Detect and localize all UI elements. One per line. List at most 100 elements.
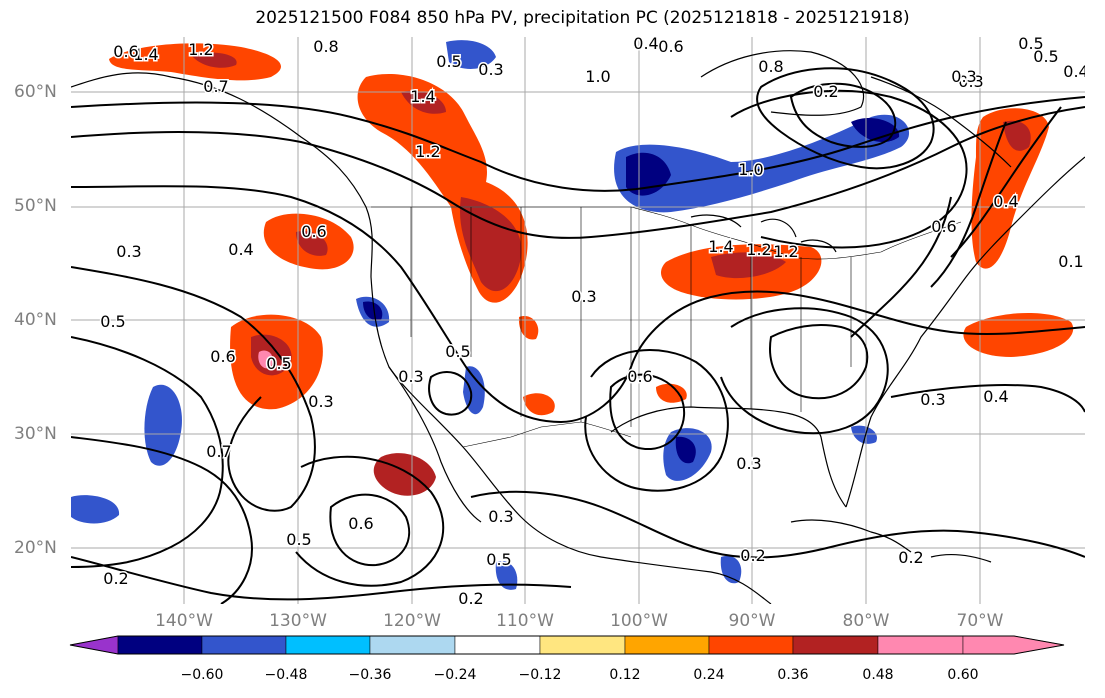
colorbar-segment-3: [285, 635, 371, 655]
contour-label: 1.0: [585, 67, 610, 86]
colorbar-segment-9: [792, 635, 879, 655]
lat-tick-label: 40°N: [14, 310, 57, 330]
contour-label: 0.2: [898, 548, 923, 567]
contour-label: 0.4: [983, 387, 1008, 406]
precip-negative-gulf-core: [675, 436, 696, 464]
precip-negative-canada-prairies: [614, 114, 910, 213]
lon-tick-label: 120°W: [383, 611, 441, 631]
contour-label: 0.4: [228, 240, 253, 259]
contour-line-14: [71, 436, 253, 604]
contour-line-6: [329, 493, 411, 567]
contour-label: 0.4: [633, 37, 658, 53]
lon-tick-label: 140°W: [155, 611, 213, 631]
precip-positive-great-lakes-core: [711, 252, 786, 279]
colorbar-segment-11: [962, 635, 1065, 655]
contour-label: 0.7: [203, 77, 228, 96]
colorbar-tick-label: −0.60: [180, 667, 224, 683]
precip-negative-west-pacific: [71, 495, 120, 524]
contour-label: 0.3: [488, 507, 513, 526]
colorbar-tick-label: −0.24: [433, 667, 477, 683]
contour-label: 0.6: [658, 37, 683, 56]
contour-label: 0.2: [458, 589, 483, 604]
contour-label: 0.5: [445, 342, 470, 361]
contour-label: 0.6: [348, 514, 373, 533]
contour-line-5: [71, 336, 224, 568]
pv-contours: [71, 67, 1085, 604]
lon-tick-label: 110°W: [496, 611, 554, 631]
mexico-us-border: [462, 421, 632, 448]
canada-us-border: [371, 206, 962, 260]
colorbar-tick-label: 0.24: [693, 667, 725, 683]
gulf-coast: [610, 406, 847, 508]
precip-positive-southwest: [523, 393, 555, 416]
state-lines: [410, 207, 852, 427]
contour-label: 1.0: [738, 160, 763, 179]
colorbar-tick-label: 0.60: [947, 667, 979, 683]
colorbar-outline: [69, 635, 1065, 655]
contour-line-11: [756, 67, 935, 170]
colorbar-segment-2: [201, 635, 287, 655]
political-boundaries: [371, 206, 962, 448]
baja-peninsula: [388, 366, 482, 523]
contour-label: 0.3: [958, 72, 983, 91]
lon-tick-label: 130°W: [269, 611, 327, 631]
precip-positive-gulf-of-alaska: [109, 43, 281, 81]
contour-label: 0.5: [1018, 37, 1043, 53]
colorbar-segment-7: [624, 635, 710, 655]
contour-line-13: [730, 89, 968, 249]
lon-tick-label: 80°W: [842, 611, 890, 631]
precip-positive-northern-rockies-core: [460, 197, 522, 292]
lon-tick-label: 90°W: [728, 611, 776, 631]
contour-line-10: [584, 349, 729, 492]
contour-label: 0.2: [740, 546, 765, 565]
contour-label: 0.3: [116, 242, 141, 261]
contour-line-7: [295, 455, 445, 587]
contour-label: 0.3: [478, 60, 503, 79]
contour-label: 0.3: [571, 287, 596, 306]
colorbar-tick-label: −0.12: [518, 667, 562, 683]
lon-tick-label: 70°W: [956, 611, 1004, 631]
hispaniola: [930, 553, 992, 563]
colorbar-segment-10: [877, 635, 964, 655]
contour-label: 0.6: [210, 347, 235, 366]
precip-negative-north-pacific: [446, 40, 496, 69]
contour-label: 0.6: [113, 42, 138, 61]
contour-line-9: [609, 373, 686, 451]
contour-label: 0.3: [398, 367, 423, 386]
colorbar-segment-4: [369, 635, 456, 655]
contour-label: 0.5: [436, 52, 461, 71]
contour-label: 0.5: [286, 530, 311, 549]
contour-line-1: [71, 96, 1085, 192]
precip-positive-gulf-of-alaska-core: [191, 52, 237, 68]
contour-label: 0.2: [103, 569, 128, 588]
precip-positive-newfoundland-core: [1003, 120, 1031, 151]
colorbar-segment-5: [454, 635, 541, 655]
colorbar: [69, 635, 1065, 655]
great-lakes: [690, 214, 837, 253]
colorbar-segment-6: [539, 635, 626, 655]
lon-tick-label: 100°W: [610, 611, 668, 631]
contour-label: 0.6: [931, 217, 956, 236]
contour-line-17: [890, 384, 1085, 413]
precip-negative-bermuda: [851, 425, 877, 444]
precip-positive-four-corners: [518, 316, 539, 340]
contour-label: 1.4: [410, 87, 435, 106]
contour-line-16: [71, 556, 572, 601]
contour-label: 0.5: [266, 354, 291, 373]
contour-label: 0.1: [1058, 252, 1083, 271]
cuba: [790, 519, 912, 553]
contour-label: 1.2: [415, 142, 440, 161]
map-title: 2025121500 F084 850 hPa PV, precipitatio…: [255, 8, 910, 28]
colorbar-segment-0: [69, 635, 119, 655]
colorbar-tick-label: 0.48: [862, 667, 894, 683]
contour-label: 0.2: [813, 82, 838, 101]
contour-label: 0.7: [206, 442, 231, 461]
precip-positive-texas: [656, 383, 687, 403]
contour-label: 0.6: [627, 367, 652, 386]
precip-negative-sierra-madre: [463, 366, 485, 415]
contour-label: 0.3: [920, 390, 945, 409]
lat-tick-label: 60°N: [14, 82, 57, 102]
lat-tick-label: 50°N: [14, 196, 57, 216]
contour-label: 0.5: [486, 550, 511, 569]
lat-tick-label: 20°N: [14, 538, 57, 558]
